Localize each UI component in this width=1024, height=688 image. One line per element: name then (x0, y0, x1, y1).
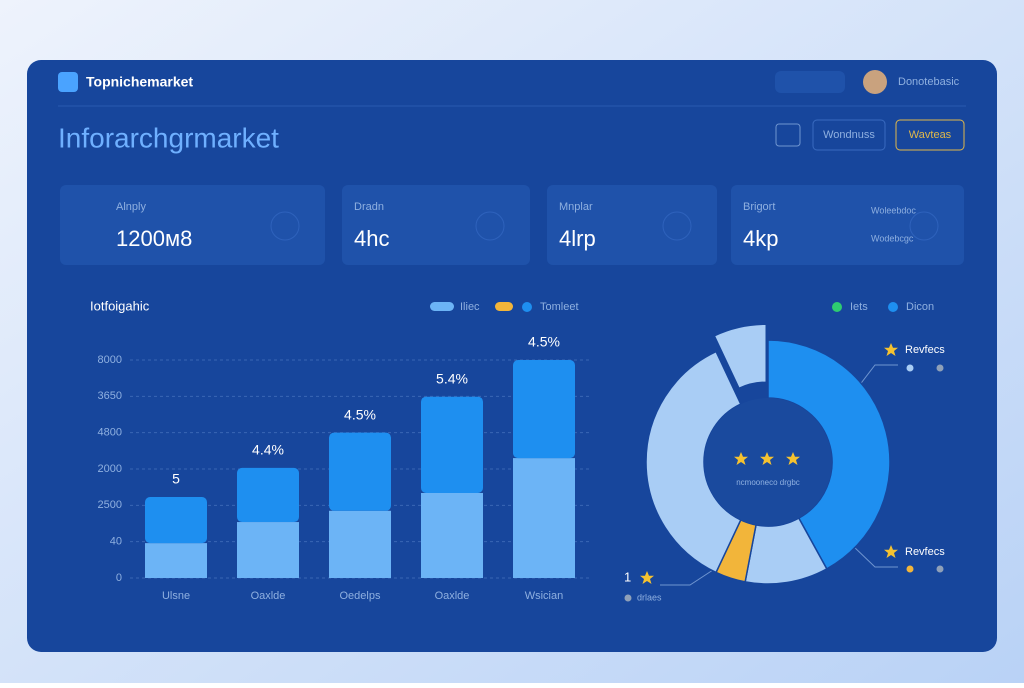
bar-segment (421, 492, 483, 578)
y-tick-label: 2500 (98, 499, 122, 511)
card-icon (475, 211, 505, 241)
card-icon (662, 211, 692, 241)
bar-segment (145, 496, 207, 544)
card-value: 4hc (354, 226, 389, 251)
bar-segment (513, 360, 575, 459)
dot (906, 565, 914, 573)
logo (58, 72, 78, 92)
callout: Revfecs (905, 546, 945, 558)
legend-swatch (832, 302, 842, 312)
button[interactable] (812, 119, 886, 151)
leader-line (660, 567, 717, 586)
stat-card (547, 185, 717, 265)
bar-segment (237, 522, 299, 578)
stat-card (60, 185, 325, 265)
button-label: Wavteas (909, 129, 952, 141)
bar-segment (421, 396, 483, 493)
brand: Topnichemarket (86, 74, 193, 90)
bar-annotation: 4.5% (528, 334, 560, 350)
y-tick-label: 4800 (98, 427, 122, 439)
dot (906, 364, 914, 372)
callout: 1 (624, 569, 631, 584)
bar-segment (145, 543, 207, 578)
x-tick-label: Ulsne (162, 590, 190, 602)
bar-annotation: 4.4% (252, 442, 284, 458)
bar-annotation: 5 (172, 471, 180, 487)
center-label: ncmooneco drgbc (736, 478, 800, 487)
leader-line (851, 544, 898, 568)
stat-card (342, 185, 530, 265)
button-label: Wondnuss (823, 129, 875, 141)
legend-swatch (495, 302, 513, 311)
dot (624, 594, 632, 602)
legend-label: Iliec (460, 301, 480, 313)
icon-button[interactable] (775, 123, 801, 147)
x-tick-label: Oedelps (340, 590, 381, 602)
y-tick-label: 40 (110, 536, 122, 548)
callout: drlaes (637, 592, 662, 602)
card-label: Alnply (116, 201, 146, 213)
x-tick-label: Oaxlde (251, 590, 286, 602)
legend-swatch (522, 302, 532, 312)
search[interactable] (775, 71, 845, 93)
avatar[interactable] (863, 70, 887, 94)
bar-annotation: 4.5% (344, 406, 376, 422)
y-tick-label: 8000 (98, 354, 122, 366)
page-title: Inforarchgrmarket (58, 122, 279, 153)
x-tick-label: Wsician (525, 590, 564, 602)
y-tick-label: 0 (116, 572, 122, 584)
card-icon (270, 211, 300, 241)
card-icon (909, 211, 939, 241)
callout: Revfecs (905, 344, 945, 356)
card-link: Wodebcgc (871, 233, 914, 243)
y-tick-label: 3650 (98, 390, 122, 402)
bar-segment (237, 467, 299, 523)
legend-swatch (888, 302, 898, 312)
legend-label: Tomleet (540, 301, 579, 313)
bar-segment (329, 510, 391, 578)
stat-card (731, 185, 964, 265)
legend-swatch (430, 302, 454, 311)
x-tick-label: Oaxlde (435, 590, 470, 602)
card-value: 1200м8 (116, 226, 192, 251)
card-value: 4kp (743, 226, 778, 251)
dot (936, 364, 944, 372)
legend-label: Dicon (906, 301, 934, 313)
card-label: Brigort (743, 201, 775, 213)
card-link: Woleebdoc (871, 205, 916, 215)
card-label: Dradn (354, 201, 384, 213)
chart-title: Iotfoigahic (90, 298, 150, 313)
bar-segment (513, 458, 575, 578)
y-tick-label: 2000 (98, 463, 122, 475)
user-name: Donotebasic (898, 76, 960, 88)
bar-segment (329, 432, 391, 511)
card-label: Mnplar (559, 201, 593, 213)
donut-segment (713, 323, 768, 390)
dot (936, 565, 944, 573)
button[interactable] (895, 119, 965, 151)
legend-label: Iets (850, 301, 868, 313)
card-value: 4lrp (559, 226, 596, 251)
bar-annotation: 5.4% (436, 370, 468, 386)
